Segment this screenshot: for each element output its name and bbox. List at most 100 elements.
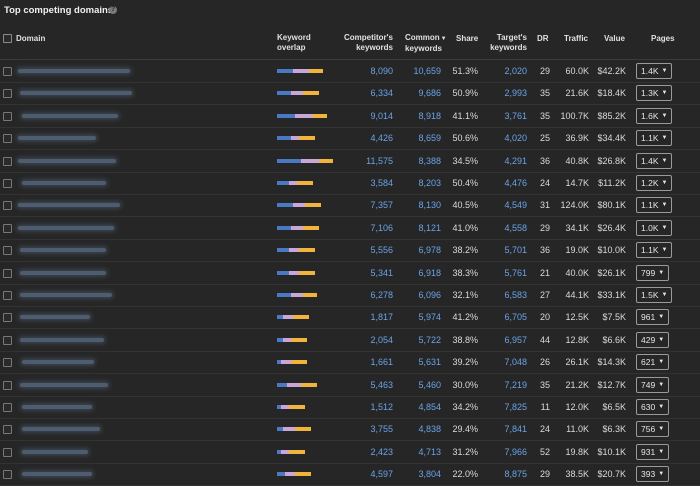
pages-dropdown[interactable]: 1.4K ▼ bbox=[636, 152, 673, 169]
common-keywords-link[interactable]: 8,918 bbox=[418, 110, 441, 121]
domain-link-redacted[interactable] bbox=[20, 270, 106, 275]
common-keywords-link[interactable]: 3,804 bbox=[418, 469, 441, 480]
pages-dropdown[interactable]: 756 ▼ bbox=[636, 421, 670, 438]
domain-link-redacted[interactable] bbox=[18, 158, 116, 163]
row-checkbox[interactable] bbox=[3, 67, 12, 76]
target-keywords-link[interactable]: 5,701 bbox=[504, 245, 527, 256]
domain-link-redacted[interactable] bbox=[18, 203, 120, 208]
row-checkbox[interactable] bbox=[3, 268, 12, 278]
competitor-keywords-link[interactable]: 8,090 bbox=[370, 66, 393, 76]
row-checkbox[interactable] bbox=[3, 470, 12, 480]
row-checkbox[interactable] bbox=[3, 246, 12, 256]
target-keywords-link[interactable]: 7,048 bbox=[504, 357, 527, 368]
target-keywords-link[interactable]: 7,966 bbox=[504, 446, 527, 457]
common-keywords-link[interactable]: 6,978 bbox=[418, 245, 441, 256]
domain-link-redacted[interactable] bbox=[20, 382, 108, 387]
common-keywords-link[interactable]: 9,686 bbox=[418, 88, 441, 99]
common-keywords-link[interactable]: 5,631 bbox=[418, 357, 441, 368]
common-keywords-link[interactable]: 5,974 bbox=[418, 312, 441, 323]
competitor-keywords-link[interactable]: 7,106 bbox=[370, 222, 393, 233]
column-competitor-keywords[interactable]: Competitor's keywords bbox=[344, 33, 393, 53]
column-target-keywords[interactable]: Target's keywords bbox=[490, 33, 527, 53]
target-keywords-link[interactable]: 7,219 bbox=[504, 379, 527, 390]
row-checkbox[interactable] bbox=[3, 179, 12, 188]
target-keywords-link[interactable]: 7,841 bbox=[504, 424, 527, 435]
competitor-keywords-link[interactable]: 1,661 bbox=[370, 357, 393, 368]
domain-link-redacted[interactable] bbox=[22, 427, 100, 432]
pages-dropdown[interactable]: 799 ▼ bbox=[636, 264, 670, 281]
common-keywords-link[interactable]: 6,096 bbox=[418, 290, 441, 300]
row-checkbox[interactable] bbox=[3, 223, 12, 233]
competitor-keywords-link[interactable]: 9,014 bbox=[370, 110, 393, 121]
domain-link-redacted[interactable] bbox=[18, 69, 130, 73]
row-checkbox[interactable] bbox=[3, 291, 12, 300]
pages-dropdown[interactable]: 1.3K ▼ bbox=[636, 85, 673, 102]
domain-link-redacted[interactable] bbox=[20, 248, 106, 253]
row-checkbox[interactable] bbox=[3, 156, 12, 166]
pages-dropdown[interactable]: 961 ▼ bbox=[636, 309, 670, 326]
pages-dropdown[interactable]: 1.1K ▼ bbox=[636, 130, 673, 147]
domain-link-redacted[interactable] bbox=[18, 225, 114, 230]
competitor-keywords-link[interactable]: 2,054 bbox=[370, 334, 393, 345]
domain-link-redacted[interactable] bbox=[22, 181, 106, 185]
common-keywords-link[interactable]: 8,388 bbox=[418, 155, 441, 166]
column-traffic[interactable]: Traffic bbox=[564, 34, 589, 43]
common-keywords-link[interactable]: 8,659 bbox=[418, 133, 441, 144]
common-keywords-link[interactable]: 4,838 bbox=[418, 424, 441, 435]
domain-link-redacted[interactable] bbox=[22, 113, 118, 118]
competitor-keywords-link[interactable]: 2,423 bbox=[370, 446, 393, 457]
competitor-keywords-link[interactable]: 4,426 bbox=[370, 133, 393, 144]
row-checkbox[interactable] bbox=[3, 111, 12, 121]
column-dr[interactable]: DR bbox=[537, 34, 549, 43]
common-keywords-link[interactable]: 8,130 bbox=[418, 200, 441, 211]
target-keywords-link[interactable]: 2,993 bbox=[504, 88, 527, 99]
competitor-keywords-link[interactable]: 6,334 bbox=[370, 88, 393, 99]
common-keywords-link[interactable]: 4,713 bbox=[418, 446, 441, 457]
target-keywords-link[interactable]: 4,476 bbox=[504, 178, 527, 188]
target-keywords-link[interactable]: 6,957 bbox=[504, 334, 527, 345]
target-keywords-link[interactable]: 4,020 bbox=[504, 133, 527, 144]
row-checkbox[interactable] bbox=[3, 403, 12, 412]
row-checkbox[interactable] bbox=[3, 358, 12, 368]
competitor-keywords-link[interactable]: 7,357 bbox=[370, 200, 393, 211]
common-keywords-link[interactable]: 5,460 bbox=[418, 379, 441, 390]
competitor-keywords-link[interactable]: 3,584 bbox=[370, 178, 393, 188]
competitor-keywords-link[interactable]: 5,341 bbox=[370, 267, 393, 278]
domain-link-redacted[interactable] bbox=[22, 449, 88, 454]
pages-dropdown[interactable]: 1.5K ▼ bbox=[636, 287, 673, 303]
row-checkbox[interactable] bbox=[3, 134, 12, 144]
target-keywords-link[interactable]: 4,549 bbox=[504, 200, 527, 211]
common-keywords-link[interactable]: 4,854 bbox=[418, 402, 441, 412]
competitor-keywords-link[interactable]: 3,755 bbox=[370, 424, 393, 435]
common-keywords-link[interactable]: 5,722 bbox=[418, 334, 441, 345]
pages-dropdown[interactable]: 931 ▼ bbox=[636, 443, 670, 460]
competitor-keywords-link[interactable]: 1,817 bbox=[370, 312, 393, 323]
row-checkbox[interactable] bbox=[3, 380, 12, 390]
row-checkbox[interactable] bbox=[3, 201, 12, 211]
pages-dropdown[interactable]: 393 ▼ bbox=[636, 466, 670, 483]
competitor-keywords-link[interactable]: 1,512 bbox=[370, 402, 393, 412]
column-value[interactable]: Value bbox=[604, 34, 625, 43]
select-all-checkbox[interactable] bbox=[3, 34, 12, 43]
competitor-keywords-link[interactable]: 6,278 bbox=[370, 290, 393, 300]
pages-dropdown[interactable]: 1.2K ▼ bbox=[636, 175, 673, 191]
domain-link-redacted[interactable] bbox=[22, 405, 92, 409]
domain-link-redacted[interactable] bbox=[20, 293, 112, 297]
common-keywords-link[interactable]: 10,659 bbox=[413, 66, 441, 76]
target-keywords-link[interactable]: 3,761 bbox=[504, 110, 527, 121]
target-keywords-link[interactable]: 4,291 bbox=[504, 155, 527, 166]
info-icon[interactable]: ? bbox=[109, 6, 117, 14]
pages-dropdown[interactable]: 1.1K ▼ bbox=[636, 242, 673, 259]
row-checkbox[interactable] bbox=[3, 89, 12, 99]
domain-link-redacted[interactable] bbox=[20, 337, 104, 342]
competitor-keywords-link[interactable]: 11,575 bbox=[366, 155, 393, 166]
target-keywords-link[interactable]: 4,558 bbox=[504, 222, 527, 233]
domain-link-redacted[interactable] bbox=[20, 91, 132, 96]
target-keywords-link[interactable]: 5,761 bbox=[504, 267, 527, 278]
domain-link-redacted[interactable] bbox=[22, 472, 92, 477]
column-domain[interactable]: Domain bbox=[16, 34, 46, 43]
target-keywords-link[interactable]: 8,875 bbox=[504, 469, 527, 480]
pages-dropdown[interactable]: 1.1K ▼ bbox=[636, 197, 673, 214]
pages-dropdown[interactable]: 749 ▼ bbox=[636, 376, 670, 393]
common-keywords-link[interactable]: 8,121 bbox=[418, 222, 441, 233]
